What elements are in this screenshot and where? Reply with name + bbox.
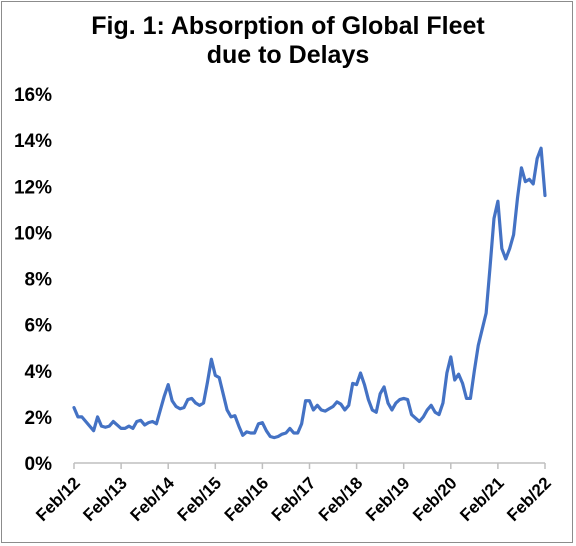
x-tick-label: Feb/22 (503, 473, 555, 525)
y-tick-label: 12% (14, 177, 52, 198)
x-tick-label: Feb/12 (32, 473, 84, 525)
x-axis-tick-labels: Feb/12Feb/13Feb/14Feb/15Feb/16Feb/17Feb/… (32, 473, 555, 525)
y-tick-label: 2% (25, 408, 53, 429)
x-tick-label: Feb/17 (268, 473, 320, 525)
y-tick-label: 14% (14, 131, 52, 152)
y-tick-label: 4% (25, 362, 53, 383)
y-axis-tick-labels: 0% 2% 4% 6% 8% 10% 12% 14% 16% (14, 85, 52, 475)
x-axis (73, 462, 546, 469)
x-tick-label: Feb/18 (315, 473, 367, 525)
x-tick-label: Feb/14 (127, 473, 179, 525)
x-tick-label: Feb/16 (221, 473, 273, 525)
y-tick-label: 6% (25, 316, 53, 337)
x-tick-label: Feb/15 (174, 473, 226, 525)
chart-title: Fig. 1: Absorption of Global Fleet due t… (0, 12, 576, 70)
chart-title-line-1: Fig. 1: Absorption of Global Fleet (91, 12, 485, 40)
x-tick-label: Feb/19 (362, 473, 414, 525)
x-tick-label: Feb/20 (409, 473, 461, 525)
series-layer (72, 146, 547, 440)
chart-title-line-2: due to Delays (206, 41, 370, 69)
y-tick-label: 0% (25, 454, 53, 475)
x-tick-label: Feb/21 (456, 473, 508, 525)
x-tick-label: Feb/13 (79, 473, 131, 525)
series-line-0 (72, 146, 547, 440)
y-tick-label: 10% (14, 223, 52, 244)
y-tick-label: 8% (25, 270, 53, 291)
y-tick-label: 16% (14, 85, 52, 106)
